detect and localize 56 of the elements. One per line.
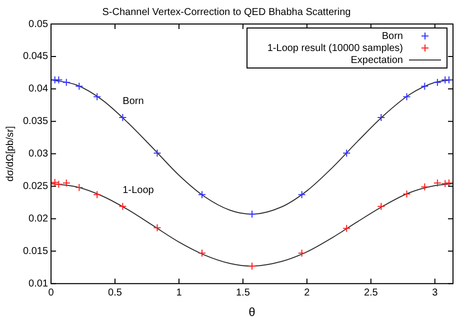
point [377, 202, 386, 210]
point [198, 249, 206, 258]
point [93, 92, 102, 101]
legend-label: Born [382, 30, 403, 42]
y-tick-label: 0.025 [22, 181, 48, 192]
point [75, 82, 84, 90]
x-tick-label: 1.5 [236, 287, 250, 298]
x-tick-label: 0 [48, 287, 54, 298]
y-tick-label: 0.035 [22, 116, 48, 128]
point [433, 78, 442, 86]
y-axis-title: dσ/dΩ[pb/sr] [4, 126, 16, 182]
point [118, 113, 127, 122]
point [444, 76, 453, 84]
x-tick-label: 2.5 [364, 287, 378, 298]
legend-label: Expectation [350, 54, 403, 66]
point [54, 76, 63, 84]
point [377, 113, 386, 122]
y-tick-label: 0.02 [28, 213, 48, 224]
point [420, 82, 429, 90]
point [51, 178, 59, 186]
point [298, 190, 306, 199]
point [54, 180, 63, 188]
x-axis-title: θ [248, 305, 256, 320]
y-tick-label: 0.01 [28, 278, 48, 290]
y-tick-label: 0.015 [22, 246, 48, 257]
point [153, 224, 162, 232]
point [118, 202, 127, 210]
annotation: Born [122, 96, 144, 108]
point [62, 78, 70, 86]
point [198, 190, 206, 199]
x-tick-label: 1 [176, 287, 182, 298]
point [93, 190, 102, 199]
point [298, 249, 306, 258]
y-tick-label: 0.05 [28, 18, 48, 30]
x-tick-label: 2 [304, 287, 310, 298]
point [402, 190, 411, 198]
point [75, 184, 84, 192]
point [441, 180, 450, 188]
point [402, 92, 411, 101]
chart-title: S-Channel Vertex-Correction to QED Bhabha Scattering [102, 6, 351, 18]
point [153, 149, 162, 158]
y-tick-label: 0.04 [28, 84, 48, 95]
y-tick-label: 0.03 [28, 148, 48, 160]
y-tick-label: 0.045 [22, 51, 48, 62]
point [433, 179, 442, 188]
x-tick-label: 3 [432, 287, 438, 298]
point [420, 182, 429, 191]
point [62, 179, 70, 188]
annotation: 1-Loop [122, 185, 154, 196]
point [342, 224, 351, 232]
x-tick-label: 0.5 [108, 287, 122, 298]
point [342, 149, 351, 158]
point [248, 210, 256, 218]
line-series [51, 183, 453, 267]
point [248, 262, 256, 270]
legend-label: 1-Loop result (10000 samples) [267, 42, 403, 54]
